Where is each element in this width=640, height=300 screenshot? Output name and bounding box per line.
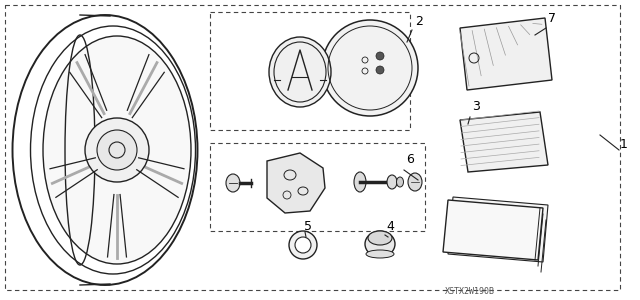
Bar (210, 143, 425, 231)
Circle shape (322, 20, 418, 116)
Ellipse shape (408, 173, 422, 191)
Text: 4: 4 (386, 220, 394, 233)
Ellipse shape (387, 175, 397, 189)
Ellipse shape (354, 172, 366, 192)
Ellipse shape (366, 250, 394, 258)
Circle shape (97, 130, 137, 170)
Ellipse shape (269, 37, 331, 107)
Circle shape (289, 231, 317, 259)
Text: 2: 2 (415, 15, 423, 28)
Text: 5: 5 (304, 220, 312, 233)
Circle shape (376, 52, 384, 60)
Bar (210, 12, 410, 130)
Polygon shape (460, 18, 552, 90)
Polygon shape (443, 200, 543, 260)
Text: XSTX2W190B: XSTX2W190B (445, 287, 495, 296)
Ellipse shape (226, 174, 240, 192)
Text: 1: 1 (620, 138, 628, 151)
Text: 3: 3 (472, 100, 480, 113)
Circle shape (376, 66, 384, 74)
Ellipse shape (43, 36, 191, 264)
Text: 7: 7 (548, 12, 556, 25)
Ellipse shape (397, 177, 403, 187)
Circle shape (85, 118, 149, 182)
Ellipse shape (365, 231, 395, 257)
Circle shape (295, 237, 311, 253)
Ellipse shape (368, 231, 392, 245)
Text: 6: 6 (406, 153, 414, 166)
Polygon shape (448, 197, 548, 262)
Polygon shape (267, 153, 325, 213)
Polygon shape (460, 112, 548, 172)
